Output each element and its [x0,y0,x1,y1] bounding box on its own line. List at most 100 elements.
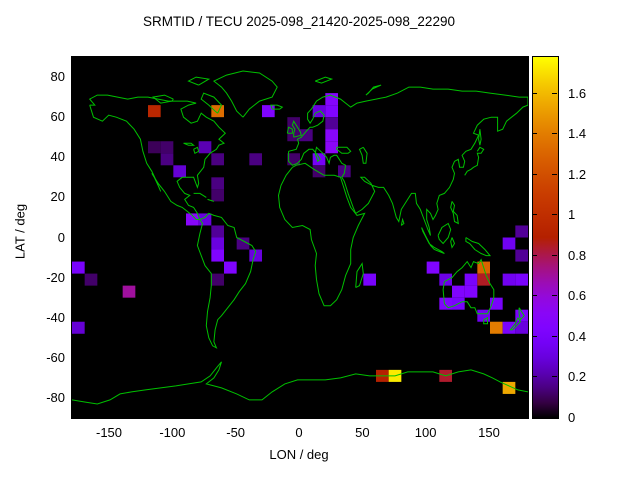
heatmap-cell [72,261,85,274]
colorbar-tick-label: 1.6 [568,85,587,101]
colorbar-tick-label: 0.2 [568,369,587,385]
heatmap-cell [363,273,376,286]
heatmap-cell [186,213,199,226]
heatmap-cell [325,93,338,106]
heatmap-cell [287,153,300,166]
colorbar-tick-mark [532,417,537,418]
coastline [196,212,257,349]
x-tick-label: 0 [295,425,303,440]
heatmap-cell [211,153,224,166]
colorbar-tick-label: 1.4 [568,126,587,142]
colorbar-tick-label: 0.4 [568,328,587,344]
colorbar-tick-mark [552,255,557,256]
colorbar-tick-mark [532,336,537,337]
heatmap-cell [148,105,161,118]
heatmap-cell [312,165,326,178]
colorbar-tick-mark [552,133,557,134]
colorbar-tick-mark [552,376,557,377]
y-tick-label: 60 [50,109,65,125]
coastline [88,94,227,220]
heatmap-cell [325,105,338,118]
coastline [483,316,488,325]
heatmap-cell [249,153,262,166]
heatmap-cell [325,129,338,142]
colorbar-tick-mark [532,133,537,134]
colorbar-tick-label: 1.2 [568,166,587,182]
coastline [212,70,278,118]
colorbar-tick-mark [532,93,537,94]
y-tick-label: 0 [57,229,65,245]
coastline [200,92,223,114]
y-tick-label: -80 [46,389,65,405]
coastline [291,120,302,138]
heatmap-cell [211,273,224,286]
heatmap-cell [477,309,490,322]
y-tick-label: 40 [50,149,65,165]
coastline [478,129,482,146]
heatmap-cell [439,297,452,310]
coastline [355,262,364,289]
heatmap-cell [452,285,465,298]
heatmap-cell [502,237,516,250]
coastline [207,198,215,202]
y-tick-label: -20 [46,269,65,285]
coastline [465,237,492,257]
heatmap-cell [211,225,224,238]
heatmap-cell [122,285,136,298]
heatmap-cell [312,153,326,166]
coastline [288,86,528,236]
colorbar-tick-label: 0 [568,410,576,425]
y-tick-label: -60 [46,349,65,365]
coastline [358,146,368,164]
colorbar-tick-label: 0.6 [568,288,587,304]
colorbar-tick-mark [552,417,557,418]
heatmap-cell [426,261,440,274]
heatmap-cell [224,261,237,274]
heatmap-cell [515,249,528,262]
coastline [509,317,522,331]
coastline [187,76,211,86]
colorbar-tick-mark [532,174,537,175]
heatmap-cell [490,321,503,334]
heatmap-cell [211,237,224,250]
heatmap-cell [515,321,528,334]
heatmap-cell [262,105,275,118]
heatmap-cell [160,153,174,166]
heatmap-cell [211,105,224,118]
heatmap-cell [502,321,516,334]
coastline [270,104,284,110]
coastline [365,84,382,96]
heatmap-cell [464,273,478,286]
heatmap-cell [439,273,452,286]
coastline [286,126,293,134]
coastline [464,146,485,176]
colorbar [532,56,559,419]
heatmap-cell [72,321,85,334]
coastline [442,258,495,315]
heatmap-cell [211,177,224,190]
x-axis-label: LON / deg [269,447,329,462]
heatmap-cell [464,285,478,298]
x-tick-label: 100 [414,425,437,440]
coastline [450,201,459,225]
colorbar-tick-label: 0.8 [568,247,587,263]
y-tick-label: 20 [50,189,65,205]
colorbar-tick-mark [552,336,557,337]
heatmap-cell [325,141,338,154]
coastline [421,227,445,254]
heatmap-cell [148,141,161,154]
world-heatmap [71,56,529,419]
x-tick-label: -100 [159,425,186,440]
colorbar-tick-mark [532,255,537,256]
coastline [315,76,334,84]
heatmap-cell [173,165,186,178]
colorbar-tick-mark [552,214,557,215]
x-tick-label: 150 [478,425,500,440]
y-tick-label: -40 [46,309,65,325]
colorbar-tick-label: 1 [568,207,576,223]
heatmap-cell [160,141,174,154]
heatmap-cell [211,249,224,262]
colorbar-tick-mark [532,295,537,296]
coastline [336,146,352,154]
